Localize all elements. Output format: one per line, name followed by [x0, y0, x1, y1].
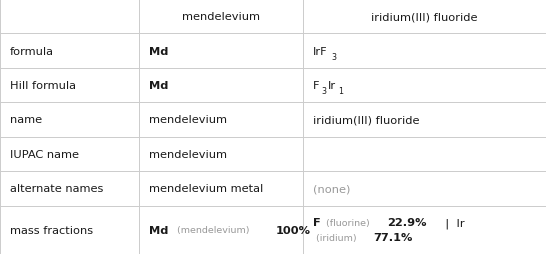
Text: |  Ir: | Ir [438, 217, 465, 228]
Text: (fluorine): (fluorine) [323, 218, 372, 227]
Text: 3: 3 [332, 53, 337, 61]
Text: (none): (none) [313, 184, 350, 194]
Text: 1: 1 [338, 87, 343, 96]
Text: mendelevium: mendelevium [149, 115, 227, 125]
Text: IUPAC name: IUPAC name [10, 149, 79, 159]
Text: formula: formula [10, 46, 54, 56]
Text: Hill formula: Hill formula [10, 81, 76, 91]
Text: mendelevium: mendelevium [149, 149, 227, 159]
Text: IrF: IrF [313, 46, 328, 56]
Text: iridium(III) fluoride: iridium(III) fluoride [313, 115, 419, 125]
Text: Md: Md [149, 225, 168, 235]
Text: Md: Md [149, 81, 168, 91]
Text: 3: 3 [321, 87, 327, 96]
Text: iridium(III) fluoride: iridium(III) fluoride [371, 12, 478, 22]
Text: name: name [10, 115, 42, 125]
Text: mendelevium metal: mendelevium metal [149, 184, 263, 194]
Text: F: F [313, 217, 321, 228]
Text: Ir: Ir [328, 81, 336, 91]
Text: 77.1%: 77.1% [373, 232, 412, 242]
Text: (iridium): (iridium) [313, 233, 359, 242]
Text: Md: Md [149, 46, 168, 56]
Text: 22.9%: 22.9% [387, 217, 426, 228]
Text: 100%: 100% [275, 225, 310, 235]
Text: mass fractions: mass fractions [10, 225, 93, 235]
Text: alternate names: alternate names [10, 184, 103, 194]
Text: F: F [313, 81, 319, 91]
Text: (mendelevium): (mendelevium) [174, 225, 253, 234]
Text: mendelevium: mendelevium [182, 12, 260, 22]
